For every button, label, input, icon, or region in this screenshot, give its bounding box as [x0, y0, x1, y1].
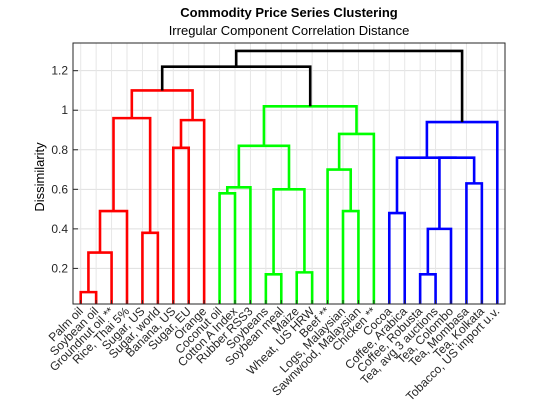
dendrogram-link-c11 — [264, 273, 283, 304]
dendrogram-link-c10 — [225, 186, 252, 304]
dendrogram-link-c8 — [130, 89, 194, 121]
dendrogram-link-c27 — [234, 49, 464, 123]
chart-title: Commodity Price Series Clustering — [180, 5, 398, 20]
dendrogram-link-c17 — [337, 132, 376, 304]
dendrogram-link-c2 — [87, 251, 113, 304]
y-tick-label: 0.8 — [51, 143, 68, 157]
y-axis-label: Dissimilarity — [32, 142, 47, 212]
dendrogram-link-c21 — [426, 227, 453, 304]
dendrogram-link-c7 — [179, 118, 206, 304]
dendrogram-link-c6 — [171, 146, 191, 304]
y-tick-label: 0.4 — [51, 222, 68, 236]
dendrogram-link-c19 — [387, 211, 407, 304]
axes: 0.2 0.4 0.6 0.8 1 1.2 — [51, 42, 506, 305]
y-tick-label: 1 — [61, 103, 68, 117]
dendrogram-link-c13 — [272, 188, 306, 275]
dendrogram-links — [79, 49, 499, 304]
axes-box — [72, 42, 506, 305]
dendrogram-link-c23 — [438, 156, 476, 229]
dendrogram-link-c22 — [465, 182, 484, 304]
dendrogram-link-c24 — [395, 156, 457, 214]
dendrogram-link-c1 — [79, 290, 98, 304]
dendrogram-link-c26 — [160, 65, 312, 107]
y-tick-label: 0.2 — [51, 261, 68, 275]
dendrogram-link-c25 — [425, 120, 499, 304]
dendrogram-link-c15 — [341, 209, 360, 304]
y-tick-label: 0.6 — [51, 182, 68, 196]
dendrogram-link-c20 — [418, 273, 437, 304]
y-tick-label: 1.2 — [51, 64, 68, 78]
dendrogram-link-c5 — [112, 116, 152, 233]
dendrogram-link-c18 — [262, 104, 358, 146]
dendrogram-link-c12 — [295, 271, 314, 304]
dendrogram-link-c9 — [218, 191, 237, 304]
dendrogram-link-c3 — [98, 209, 129, 304]
chart-subtitle: Irregular Component Correlation Distance — [169, 23, 410, 38]
